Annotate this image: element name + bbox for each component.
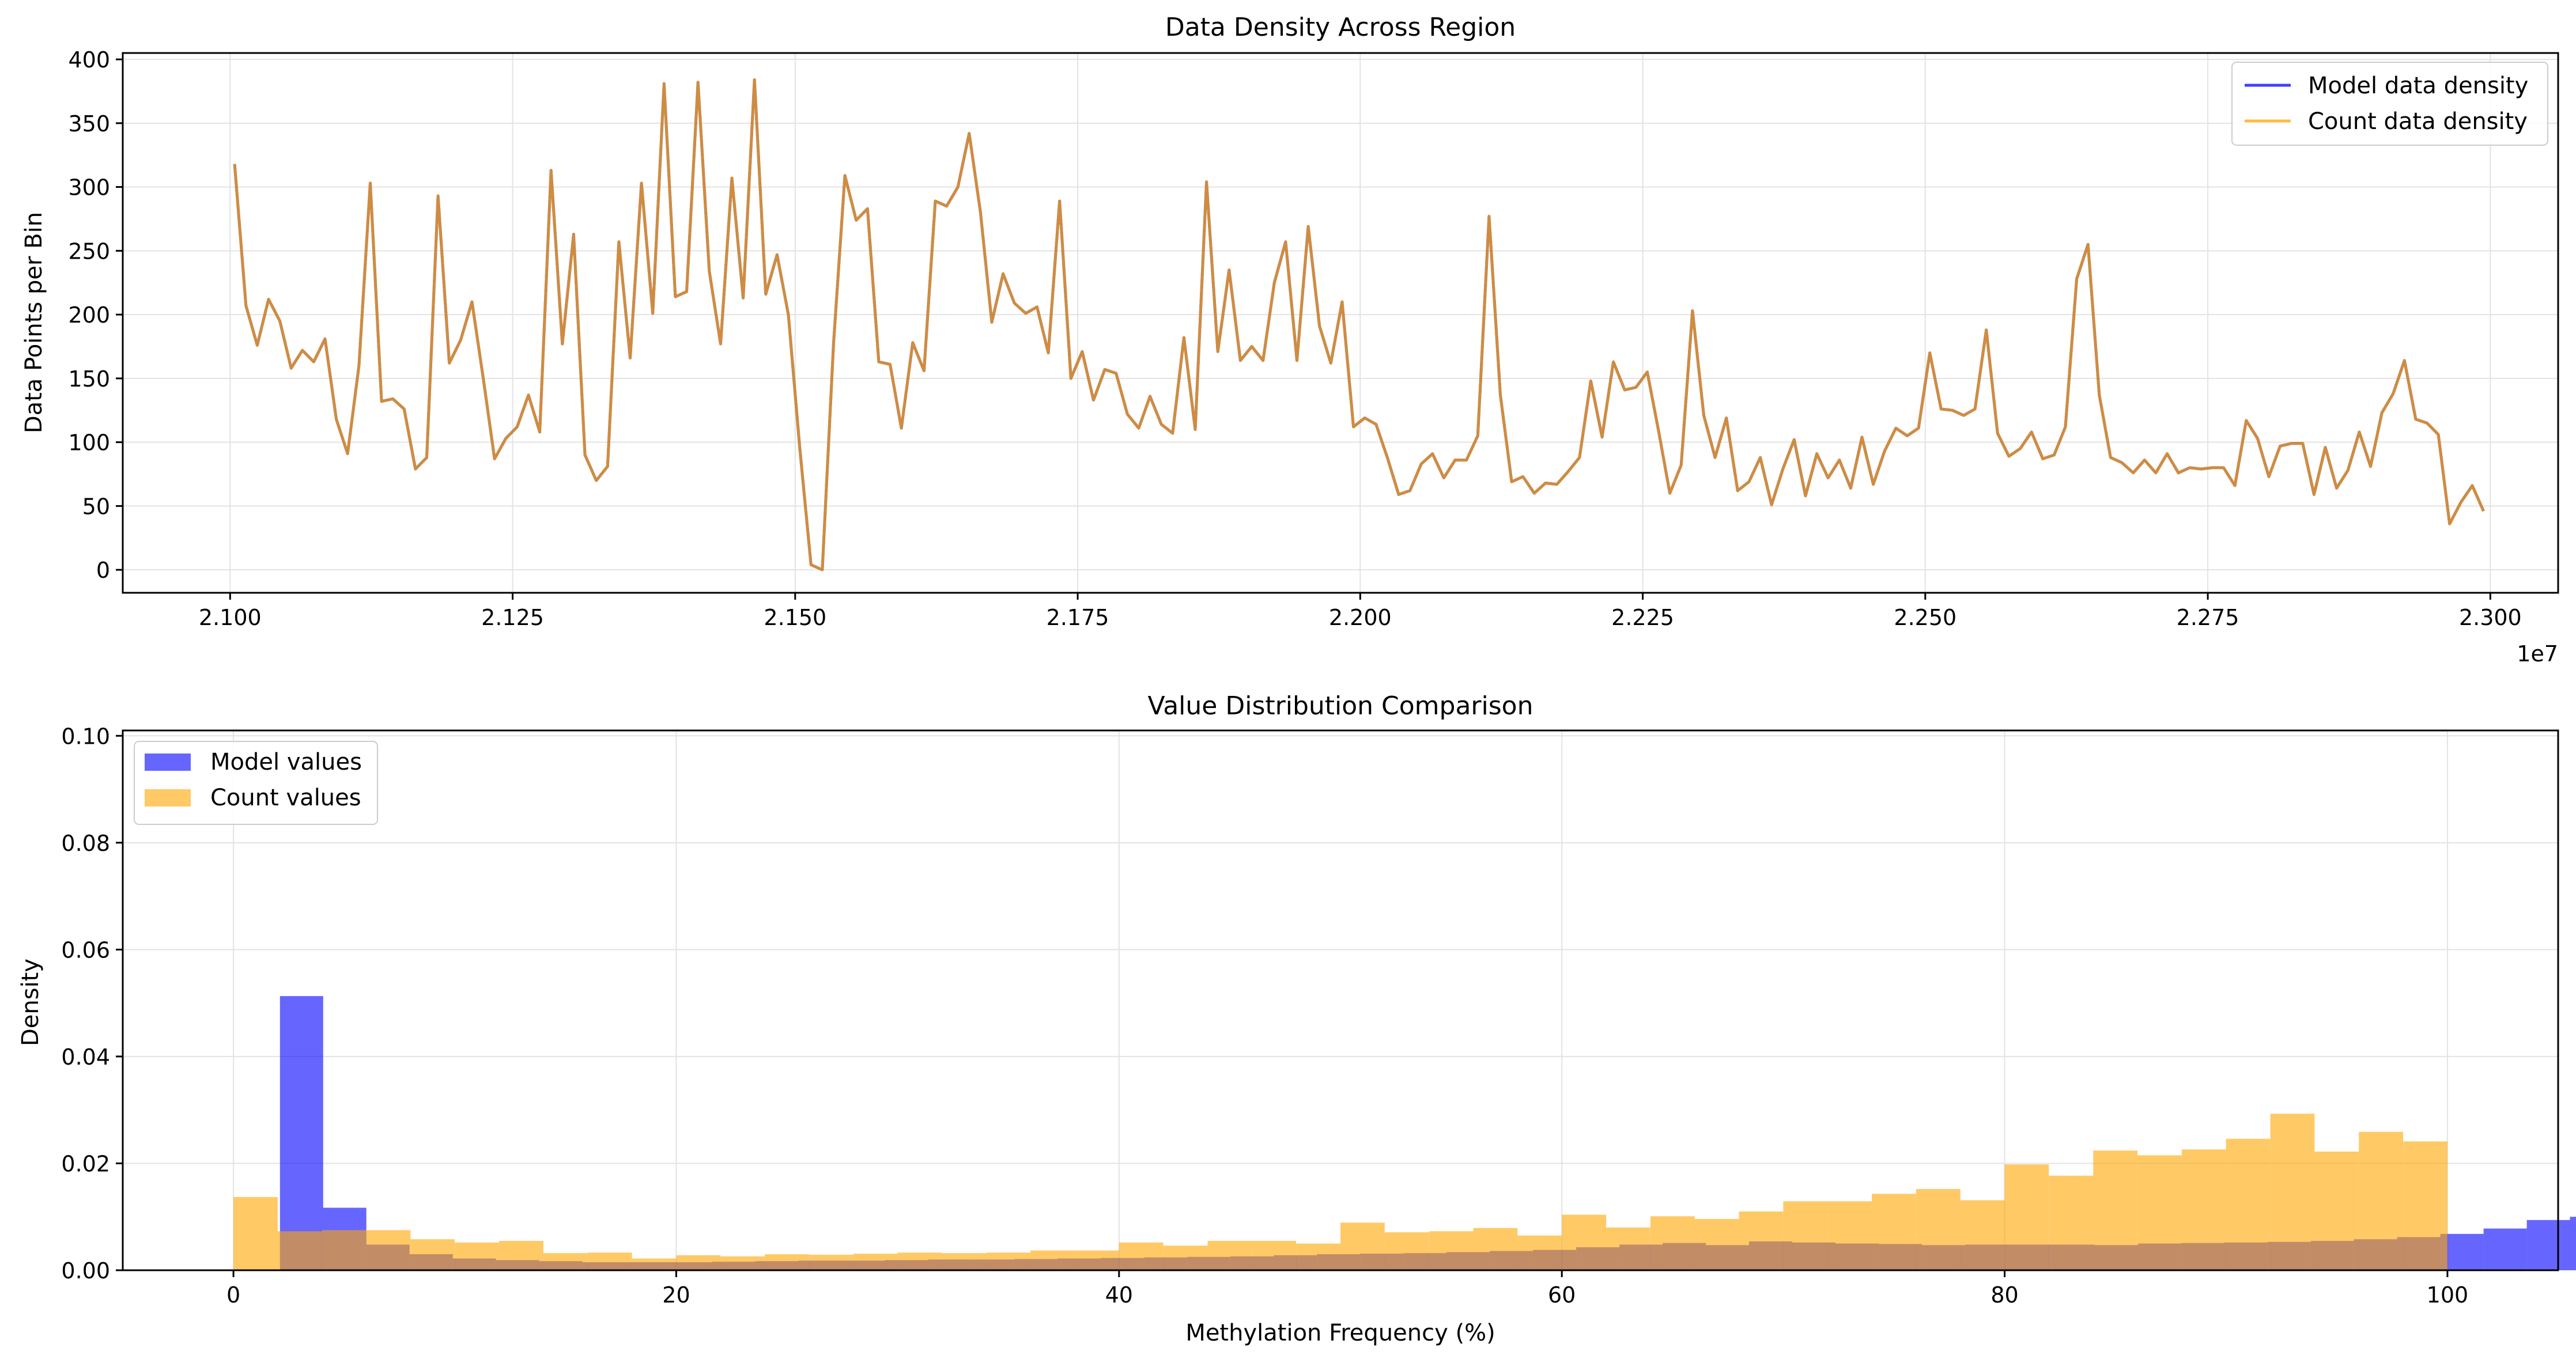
histogram-bar: [1562, 1215, 1606, 1271]
histogram-bar: [280, 996, 323, 1270]
histogram-bar: [1650, 1216, 1695, 1270]
legend-label-model: Model data density: [2308, 73, 2528, 99]
histogram-bar: [1385, 1232, 1429, 1270]
x-tick-label: 40: [1105, 1282, 1133, 1308]
chart-title: Value Distribution Comparison: [1148, 691, 1533, 721]
y-tick-label: 0.00: [61, 1258, 110, 1284]
histogram-bar: [2403, 1141, 2447, 1270]
y-tick-label: 100: [68, 430, 110, 456]
x-tick-label: 2.175: [1047, 605, 1109, 630]
histogram-bar: [1517, 1236, 1562, 1270]
histogram-bar: [1075, 1251, 1119, 1270]
x-tick-label: 2.225: [1611, 605, 1674, 630]
histogram-bar: [1827, 1201, 1872, 1270]
y-tick-label: 0.06: [61, 937, 110, 963]
x-tick-label: 2.150: [764, 605, 826, 630]
histogram-bar: [1474, 1228, 1518, 1270]
histogram-bar: [2182, 1149, 2226, 1270]
x-tick-label: 2.100: [199, 605, 262, 630]
legend: Model data density Count data density: [2232, 62, 2548, 145]
histogram-bar: [809, 1255, 853, 1270]
legend: Model values Count values: [134, 741, 377, 824]
x-tick-label: 2.275: [2177, 605, 2239, 630]
histogram-bar: [1872, 1194, 1916, 1270]
histogram-bar: [677, 1255, 721, 1270]
histogram-bar: [2314, 1152, 2359, 1270]
histogram-bar: [1164, 1245, 1208, 1270]
y-tick-label: 0.04: [61, 1044, 110, 1070]
y-tick-label: 50: [82, 494, 110, 519]
x-tick-label: 0: [226, 1282, 240, 1308]
histogram-bar: [632, 1259, 677, 1270]
histogram-bar: [1252, 1241, 1296, 1270]
histogram-bar: [1429, 1231, 1474, 1270]
histogram-bar: [2271, 1114, 2315, 1270]
histogram-bar: [853, 1254, 898, 1270]
histogram-bar: [2527, 1220, 2570, 1270]
histogram-bar: [543, 1253, 588, 1270]
legend-label-count: Count values: [210, 785, 361, 811]
y-tick-label: 250: [68, 238, 110, 264]
histogram-bar: [2049, 1176, 2093, 1270]
y-tick-label: 0.08: [61, 831, 110, 856]
histogram-bar: [1030, 1251, 1075, 1270]
histogram-bar: [898, 1252, 942, 1270]
histogram-bar: [455, 1243, 499, 1270]
histogram-bar: [1208, 1241, 1252, 1270]
histogram-bar: [1119, 1243, 1164, 1270]
y-tick-label: 300: [68, 175, 110, 200]
histogram-bar: [588, 1252, 632, 1270]
x-axis-offset-label: 1e7: [2517, 641, 2558, 667]
histogram-bar: [1606, 1228, 1650, 1270]
y-tick-label: 200: [68, 302, 110, 328]
histogram-bar: [2570, 1217, 2576, 1270]
y-tick-label: 150: [68, 366, 110, 392]
histogram-bar: [1916, 1189, 1961, 1270]
histogram-bar: [720, 1256, 765, 1270]
legend-swatch-model: [145, 754, 191, 771]
histogram-bar: [367, 1230, 411, 1270]
x-tick-label: 60: [1548, 1282, 1576, 1308]
legend-label-count: Count data density: [2308, 108, 2528, 135]
histogram-bar: [1695, 1219, 1739, 1270]
histogram-bar: [942, 1253, 987, 1270]
histogram-bar: [1961, 1201, 2005, 1271]
y-tick-label: 0.10: [61, 724, 110, 749]
x-tick-label: 100: [2427, 1282, 2469, 1308]
legend-swatch-count: [145, 789, 191, 807]
histogram-bar: [2484, 1229, 2527, 1270]
y-tick-label: 350: [68, 111, 110, 137]
histogram-bar: [499, 1241, 543, 1270]
histogram-bar: [322, 1230, 367, 1270]
histogram-bar: [1739, 1211, 1784, 1270]
y-tick-label: 0.02: [61, 1151, 110, 1176]
histogram-bar: [765, 1254, 809, 1270]
x-tick-label: 2.300: [2459, 605, 2522, 630]
histogram-bar: [1340, 1222, 1385, 1270]
legend-label-model: Model values: [210, 749, 362, 775]
x-tick-label: 20: [662, 1282, 690, 1308]
histogram-bar: [2359, 1132, 2403, 1270]
x-tick-label: 2.125: [481, 605, 544, 630]
x-axis-label: Methylation Frequency (%): [1185, 1320, 1495, 1346]
histogram-bar: [2137, 1156, 2182, 1271]
x-tick-label: 2.200: [1329, 605, 1392, 630]
histogram-bar: [1296, 1244, 1340, 1270]
histogram-bar: [1783, 1201, 1827, 1270]
y-tick-label: 400: [68, 47, 110, 73]
histogram-bar: [233, 1197, 278, 1270]
x-tick-label: 80: [1990, 1282, 2018, 1308]
histogram-bar: [2005, 1164, 2049, 1270]
histogram-bar: [986, 1252, 1030, 1270]
histogram-bar: [410, 1239, 455, 1270]
y-tick-label: 0: [96, 558, 110, 583]
y-axis-label: Density: [17, 959, 44, 1046]
histogram-bar: [2226, 1139, 2271, 1270]
chart-title: Data Density Across Region: [1165, 13, 1516, 42]
y-axis-label: Data Points per Bin: [21, 212, 47, 433]
histogram-bar: [278, 1231, 322, 1270]
x-tick-label: 2.250: [1894, 605, 1956, 630]
histogram-bar: [2093, 1150, 2137, 1270]
